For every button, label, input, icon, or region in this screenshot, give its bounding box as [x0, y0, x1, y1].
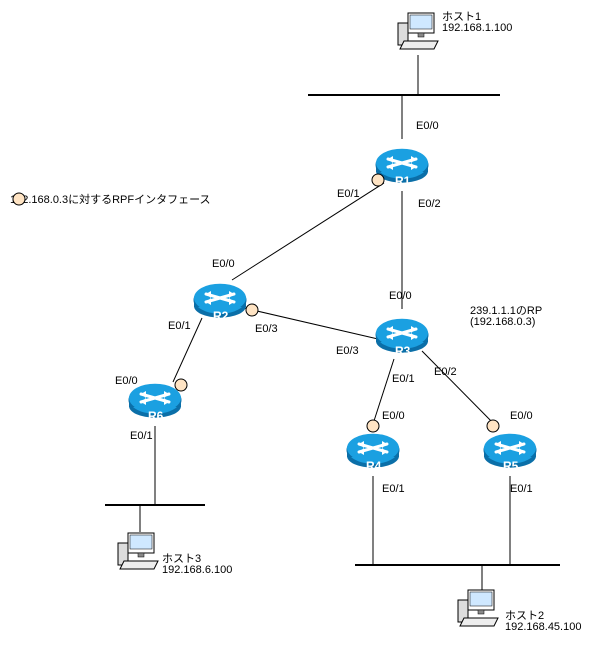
port-r4-e01: E0/1 [382, 483, 405, 495]
host3-ip: 192.168.6.100 [162, 564, 232, 576]
legend: 192.168.0.3に対するRPFインタフェース [10, 190, 211, 208]
router-r4-label: R4 [366, 459, 381, 473]
router-r5-label: R5 [503, 459, 518, 473]
port-r5-e01: E0/1 [510, 483, 533, 495]
port-r6-e01: E0/1 [130, 430, 153, 442]
router-r1-label: R1 [395, 174, 410, 188]
rp-note-line2: (192.168.0.3) [470, 316, 535, 328]
port-r3-e01: E0/1 [392, 373, 415, 385]
port-r1-e01: E0/1 [337, 188, 360, 200]
port-r3-e02: E0/2 [434, 366, 457, 378]
port-r4-e00: E0/0 [382, 410, 405, 422]
host1-ip: 192.168.1.100 [442, 22, 512, 34]
port-r2-e03: E0/3 [255, 323, 278, 335]
host2-ip: 192.168.45.100 [505, 621, 581, 633]
port-r2-e00: E0/0 [212, 258, 235, 270]
port-r2-e01: E0/1 [168, 320, 191, 332]
router-r3-label: R3 [395, 344, 410, 358]
router-r2-label: R2 [213, 309, 228, 323]
port-r5-e00: E0/0 [510, 410, 533, 422]
router-r6-label: R6 [148, 409, 163, 423]
legend-text: 192.168.0.3に対するRPFインタフェース [10, 194, 211, 206]
port-r6-e00: E0/0 [115, 375, 138, 387]
port-r3-e03: E0/3 [336, 345, 359, 357]
port-r1-e00: E0/0 [416, 120, 439, 132]
port-r3-e00: E0/0 [389, 290, 412, 302]
legend-marker-icon [10, 190, 28, 208]
port-r1-e02: E0/2 [418, 198, 441, 210]
